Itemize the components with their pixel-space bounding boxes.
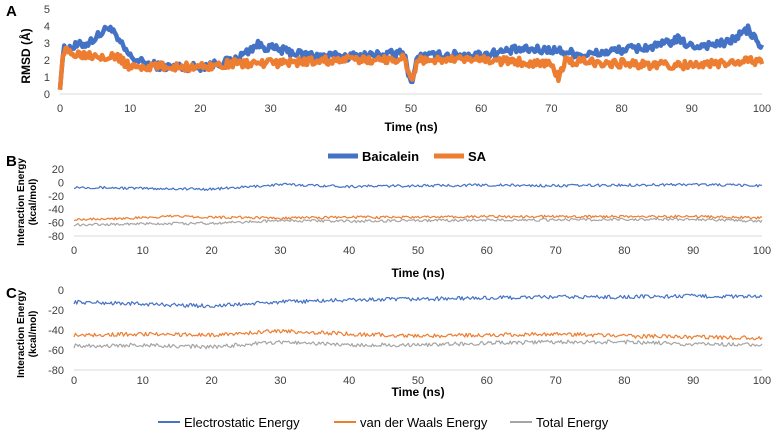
x-tick-label: 100 — [753, 245, 771, 257]
series-line-van-der-waals-energy — [73, 329, 763, 341]
y-tick-label: 2 — [44, 55, 50, 67]
x-tick-label: 100 — [753, 375, 771, 387]
y-tick-label: -20 — [48, 305, 64, 317]
series-line-electrostatic-energy — [73, 182, 763, 191]
y-tick-label: -60 — [48, 345, 64, 357]
x-tick-label: 0 — [71, 245, 77, 257]
panel-c-x-ticks: 0 10 20 30 40 50 60 70 80 90 100 — [71, 375, 771, 387]
legend-sa-label: SA — [468, 149, 487, 164]
x-tick-label: 100 — [753, 103, 771, 115]
y-tick-label: 4 — [44, 21, 50, 33]
x-tick-label: 60 — [481, 245, 493, 257]
y-tick-label: 0 — [44, 89, 50, 101]
y-tick-label: 3 — [44, 38, 50, 50]
panel-c-x-axis-title: Time (ns) — [391, 385, 444, 399]
panel-a-label: A — [6, 3, 17, 20]
panel-c-legend: Electrostatic Energy van der Waals Energ… — [158, 415, 609, 430]
x-tick-label: 80 — [618, 245, 630, 257]
series-line-van-der-waals-energy — [73, 214, 763, 222]
series-line-sa — [57, 45, 765, 90]
x-tick-label: 10 — [124, 103, 136, 115]
x-tick-label: 20 — [205, 375, 217, 387]
panel-a-series-group — [57, 23, 765, 90]
x-tick-label: 10 — [137, 375, 149, 387]
series-line-total-energy — [73, 217, 763, 227]
x-tick-label: 90 — [687, 245, 699, 257]
y-tick-label: -60 — [48, 218, 64, 230]
y-tick-label: 0 — [58, 177, 64, 189]
panel-c-label: C — [6, 285, 17, 302]
legend-electrostatic-label: Electrostatic Energy — [184, 415, 300, 430]
panel-a-legend: Baicalein SA — [328, 149, 487, 164]
x-tick-label: 30 — [264, 103, 276, 115]
x-tick-label: 60 — [481, 375, 493, 387]
x-tick-label: 0 — [71, 375, 77, 387]
x-tick-label: 90 — [687, 375, 699, 387]
series-line-electrostatic-energy — [73, 293, 763, 309]
panel-b-y-ticks: -80-60 -40-20 020 — [48, 164, 64, 243]
series-line-total-energy — [73, 339, 763, 350]
panel-b-y-axis-title-line2: (kcal/mol) — [28, 179, 39, 226]
legend-baicalein-label: Baicalein — [362, 149, 419, 164]
panel-b-x-ticks: 0 10 20 30 40 50 60 70 80 90 100 — [71, 245, 771, 257]
x-tick-label: 70 — [549, 245, 561, 257]
panel-b-series-group — [73, 182, 763, 227]
y-tick-label: -40 — [48, 325, 64, 337]
panel-a-x-axis-title: Time (ns) — [384, 120, 437, 134]
x-tick-label: 70 — [549, 375, 561, 387]
x-tick-label: 30 — [274, 375, 286, 387]
panel-a-y-ticks: 0 1 2 3 4 5 — [44, 4, 50, 101]
y-tick-label: -20 — [48, 191, 64, 203]
x-tick-label: 20 — [205, 245, 217, 257]
panel-b-x-axis-title: Time (ns) — [391, 266, 444, 280]
x-tick-label: 90 — [686, 103, 698, 115]
y-tick-label: -40 — [48, 204, 64, 216]
x-tick-label: 70 — [545, 103, 557, 115]
legend-vdw-label: van der Waals Energy — [360, 415, 488, 430]
panel-c-y-axis-title-line2: (kcal/mol) — [28, 311, 39, 358]
panel-c-energy-chart: C -80 -60 -40 -20 0 0 10 20 30 40 50 60 70 80 90 100 T… — [6, 285, 771, 430]
panel-c-series-group — [73, 293, 763, 350]
panel-a-x-ticks: 0 10 20 30 40 50 60 70 80 90 100 — [57, 103, 771, 115]
x-tick-label: 20 — [194, 103, 206, 115]
y-tick-label: -80 — [48, 365, 64, 377]
x-tick-label: 50 — [405, 103, 417, 115]
x-tick-label: 10 — [137, 245, 149, 257]
legend-total-label: Total Energy — [536, 415, 609, 430]
panel-b-label: B — [6, 153, 17, 170]
x-tick-label: 0 — [57, 103, 63, 115]
x-tick-label: 80 — [618, 375, 630, 387]
x-tick-label: 50 — [412, 375, 424, 387]
x-tick-label: 80 — [615, 103, 627, 115]
panel-a-rmsd-chart: A 0 1 2 3 4 5 0 10 20 30 40 50 60 70 80 90 100 Time (ns… — [6, 3, 771, 164]
x-tick-label: 40 — [343, 375, 355, 387]
y-tick-label: 0 — [58, 285, 64, 297]
y-tick-label: 1 — [44, 72, 50, 84]
y-tick-label: -80 — [48, 231, 64, 243]
x-tick-label: 50 — [412, 245, 424, 257]
y-tick-label: 20 — [52, 164, 64, 176]
x-tick-label: 30 — [274, 245, 286, 257]
panel-b-y-axis-title-line1: Interaction Energy — [16, 158, 27, 246]
panel-c-y-ticks: -80 -60 -40 -20 0 — [48, 285, 64, 377]
panel-c-y-axis-title-line1: Interaction Energy — [16, 290, 27, 378]
x-tick-label: 40 — [343, 245, 355, 257]
y-tick-label: 5 — [44, 4, 50, 16]
x-tick-label: 60 — [475, 103, 487, 115]
x-tick-label: 40 — [335, 103, 347, 115]
panel-a-y-axis-title: RMSD (Å) — [18, 28, 33, 83]
